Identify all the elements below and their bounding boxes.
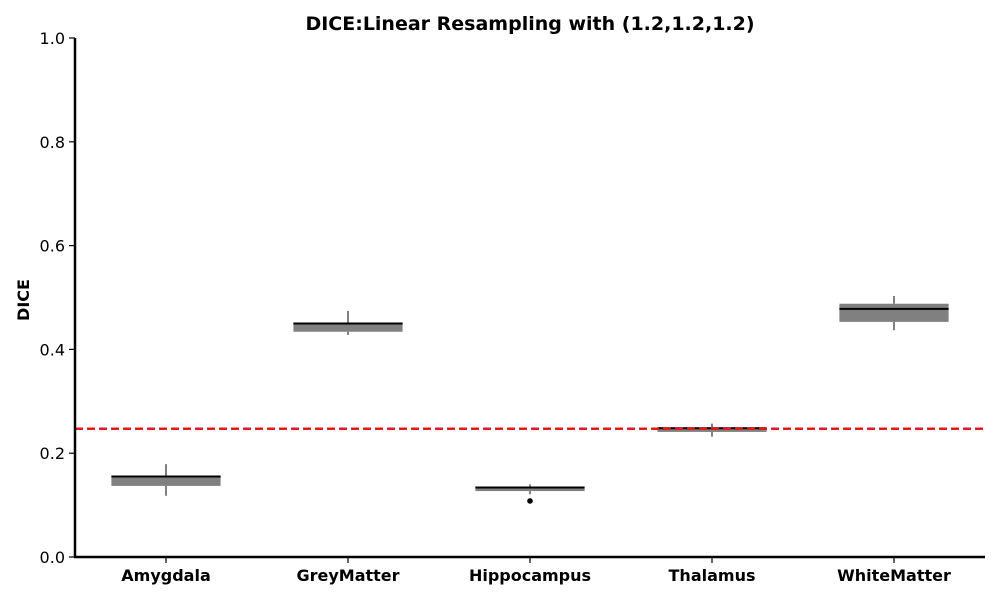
- y-tick-label: 0.6: [40, 237, 65, 256]
- x-tick-label: Amygdala: [121, 566, 210, 585]
- box-whitematter: [839, 295, 949, 331]
- box-thalamus: [657, 423, 767, 437]
- box-iqr: [475, 486, 585, 492]
- y-tick-label: 0.2: [40, 444, 65, 463]
- box-greymatter: [293, 310, 403, 335]
- x-tick-label: WhiteMatter: [837, 566, 951, 585]
- box-amygdala: [111, 464, 221, 496]
- chart-title: DICE:Linear Resampling with (1.2,1.2,1.2…: [305, 13, 754, 35]
- x-tick-label: GreyMatter: [296, 566, 399, 585]
- outlier-point: [527, 498, 533, 504]
- box-iqr: [839, 303, 949, 322]
- y-axis-label: DICE: [14, 279, 33, 321]
- box-hippocampus: [475, 484, 585, 504]
- y-tick-label: 0.4: [40, 340, 65, 359]
- boxes-layer: [111, 295, 949, 504]
- x-tick-label: Thalamus: [669, 566, 756, 585]
- axes-layer: 0.0 0.2 0.4 0.6 0.8 1.0 Amygdala GreyMatter Hipp…: [40, 29, 985, 585]
- box-iqr: [293, 322, 403, 332]
- x-tick-label: Hippocampus: [469, 566, 591, 585]
- y-tick-label: 0.8: [40, 133, 65, 152]
- box-iqr: [111, 476, 221, 486]
- y-tick-label: 1.0: [40, 29, 65, 48]
- y-tick-label: 0.0: [40, 548, 65, 567]
